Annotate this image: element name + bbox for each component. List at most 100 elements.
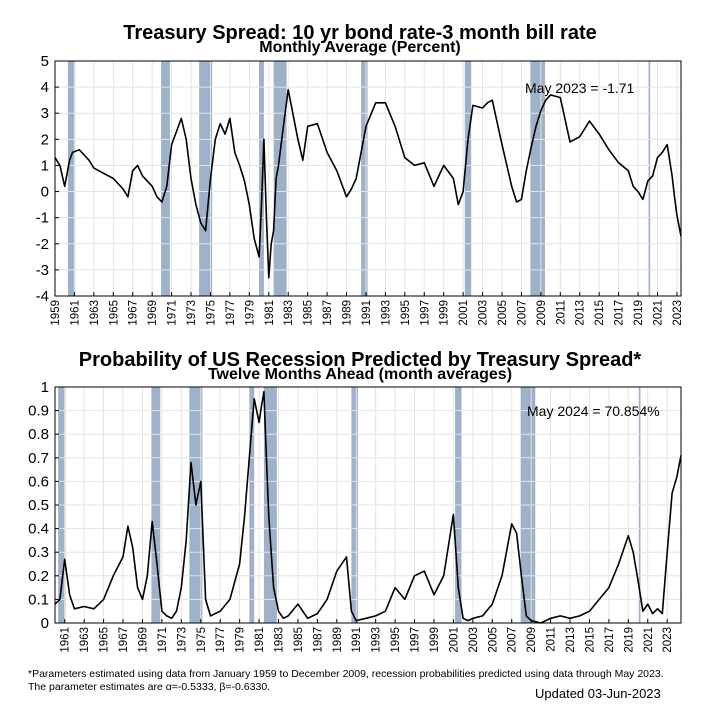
y-tick-label: 0.9 [28,403,49,420]
x-tick-label: 1983 [274,627,286,653]
x-tick-label: 1979 [244,300,256,326]
x-tick-label: 1975 [196,627,208,653]
x-tick-label: 1967 [118,627,130,653]
x-tick-label: 2023 [662,627,674,653]
y-tick-label: 4 [41,79,49,96]
x-tick-label: 1961 [69,300,81,326]
x-tick-label: 1987 [312,627,324,653]
x-tick-label: 2013 [575,300,587,326]
x-tick-label: 1991 [351,627,363,653]
x-tick-label: 1965 [99,627,111,653]
chart1-title: Treasury Spread: 10 yr bond rate-3 month… [123,22,597,44]
x-tick-label: 1985 [293,627,305,653]
x-tick-label: 2013 [565,627,577,653]
x-tick-label: 2005 [497,300,509,326]
x-tick-label: 2019 [633,300,645,326]
x-tick-label: 1989 [332,627,344,653]
x-tick-label: 2011 [555,300,567,325]
updated-date: Updated 03-Jun-2023 [535,686,661,701]
x-tick-label: 1997 [410,627,422,653]
x-tick-label: 2019 [623,627,635,653]
x-tick-label: 2003 [478,300,490,326]
y-tick-label: -4 [36,288,49,305]
chart2-annotation: May 2024 = 70.854% [527,403,660,419]
x-tick-label: 1993 [380,300,392,326]
x-tick-label: 2007 [516,300,528,326]
recession-band [199,61,213,296]
series-line [54,88,682,279]
x-tick-label: 1975 [205,300,217,326]
y-tick-label: 1 [41,379,49,396]
y-tick-label: 0 [41,184,49,201]
x-tick-label: 1959 [50,300,62,326]
x-tick-label: 1965 [108,300,120,326]
footnote-line-1: *Parameters estimated using data from Ja… [28,668,664,680]
chart2-subtitle: Twelve Months Ahead (month averages) [207,366,513,383]
recession-band [259,61,264,296]
x-tick-label: 1967 [128,300,140,326]
x-tick-label: 2017 [604,627,616,653]
y-tick-label: 0 [41,615,49,632]
x-tick-label: 1995 [400,300,412,326]
spread-chart: -4 -3 -2 -1 0 1 2 3 4 5 1959 1961 1963 1965 1967 1969 19… [36,53,684,326]
x-tick-label: 2009 [526,627,538,653]
y-tick-label: -2 [36,236,49,253]
x-tick-label: 1961 [60,627,72,653]
x-tick-label: 1971 [157,627,169,653]
y-tick-label: 0.8 [28,426,49,443]
x-tick-label: 1999 [429,627,441,653]
x-tick-label: 1981 [264,300,276,326]
recession-band [161,61,170,296]
y-tick-label: -1 [36,210,49,227]
y-tick-label: 0.7 [28,450,49,467]
chart1-annotation: May 2023 = -1.71 [525,80,635,96]
recession-band [464,61,472,296]
x-tick-label: 2001 [458,300,470,326]
x-tick-label: 1979 [235,627,247,653]
chart1-subtitle: Monthly Average (Percent) [259,39,461,56]
y-tick-label: 0.4 [28,521,49,538]
x-tick-label: 1989 [342,300,354,326]
y-tick-label: 1 [41,157,49,174]
x-tick-label: 1993 [371,627,383,653]
recession-band [67,61,76,296]
x-tick-label: 2017 [614,300,626,326]
x-tick-label: 1969 [147,300,159,326]
x-tick-label: 1999 [439,300,451,326]
x-tick-label: 1963 [79,627,91,653]
x-tick-label: 1985 [303,300,315,326]
x-tick-label: 2007 [507,627,519,653]
x-tick-label: 2011 [546,627,558,652]
plot-frame [54,60,682,297]
y-tick-label: 2 [41,131,49,148]
x-tick-label: 1995 [390,627,402,653]
y-tick-label: 0.1 [28,591,49,608]
x-tick-label: 2023 [672,300,684,326]
x-tick-label: 1963 [89,300,101,326]
footnote-line-2: The parameter estimates are α=-0.5333, β… [28,681,271,693]
y-tick-label: 0.6 [28,473,49,490]
x-tick-label: 1969 [137,627,149,653]
x-tick-label: 1983 [283,300,295,326]
x-tick-label: 2021 [652,300,664,326]
x-tick-label: 1981 [254,627,266,653]
y-tick-label: -3 [36,262,49,279]
chart2-title: Probability of US Recession Predicted by… [78,349,642,371]
x-tick-label: 2021 [643,627,655,653]
y-tick-label: 0.3 [28,544,49,561]
x-tick-label: 2015 [594,300,606,326]
x-tick-label: 2015 [584,627,596,653]
y-tick-label: 5 [41,53,49,70]
x-tick-label: 1997 [419,300,431,326]
x-tick-label: 1987 [322,300,334,326]
y-tick-label: 3 [41,105,49,122]
x-tick-label: 1977 [225,300,237,326]
x-tick-label: 1973 [176,627,188,653]
x-tick-label: 1991 [361,300,373,326]
series-line [54,390,682,624]
recession-band [361,61,368,296]
y-tick-label: 0.5 [28,497,49,514]
x-tick-label: 1973 [186,300,198,326]
x-tick-label: 2001 [448,627,460,653]
